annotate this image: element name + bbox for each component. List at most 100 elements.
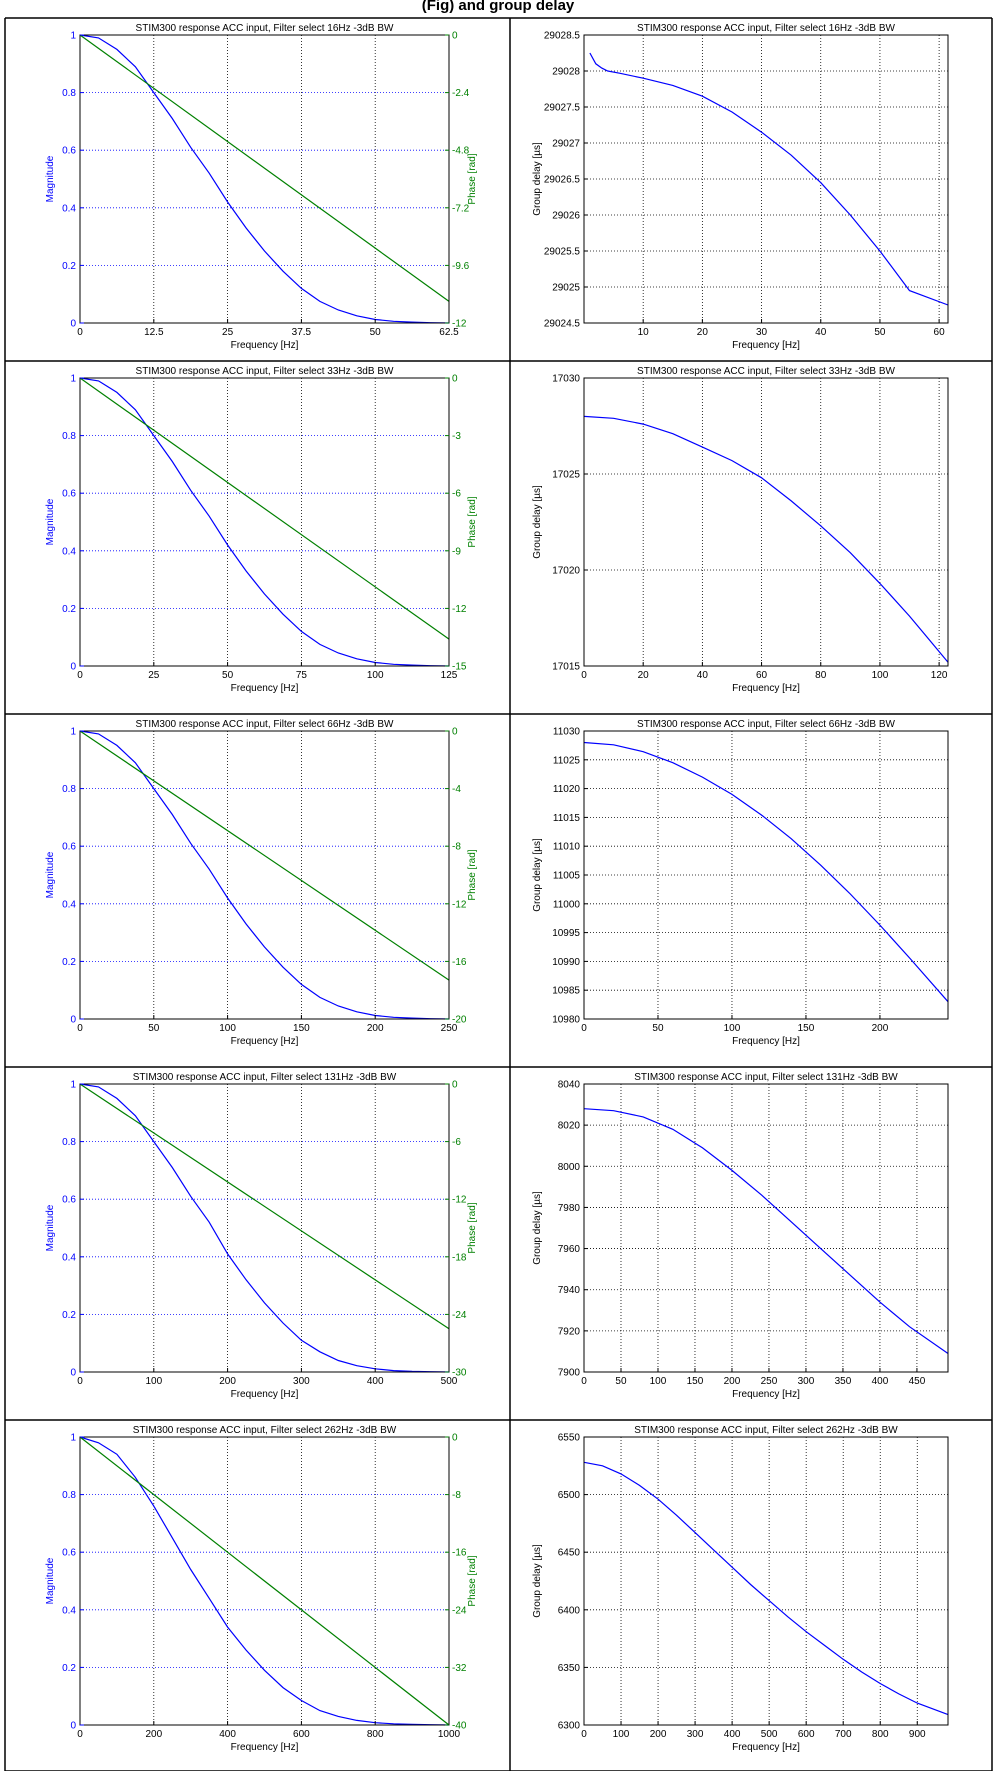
y-axis-label: Magnitude [45,498,56,545]
x-tick-label: 50 [148,1023,160,1034]
x-tick-label: 25 [222,327,234,338]
y2-tick-label: -4.8 [452,146,470,157]
y2-tick-label: -7.2 [452,203,470,214]
x-tick-label: 30 [756,327,768,338]
y2-tick-label: -40 [452,1721,467,1732]
y2-tick-label: 0 [452,374,458,385]
y-tick-label: 0 [70,1721,76,1732]
y-tick-label: 6500 [558,1490,581,1501]
y2-axis-label: Phase [rad] [467,1555,478,1606]
y-tick-label: 8040 [558,1080,581,1091]
y-tick-label: 17030 [552,374,580,385]
x-tick-label: 0 [581,1729,587,1740]
y-tick-label: 11010 [553,842,581,853]
y-tick-label: 0.4 [62,1605,76,1616]
y2-tick-label: -24 [452,1310,467,1321]
y-axis-label: Magnitude [45,155,56,202]
y-tick-label: 8020 [558,1121,581,1132]
y-axis-label: Magnitude [45,1557,56,1604]
chart-panel: STIM300 response ACC input, Filter selec… [532,1425,949,1753]
x-tick-label: 0 [581,1376,587,1387]
y-tick-label: 0.8 [62,88,76,99]
x-tick-label: 300 [293,1376,310,1387]
y-tick-label: 1 [70,1080,76,1091]
y2-tick-label: -12 [452,1195,467,1206]
y-tick-label: 0 [70,1015,76,1026]
x-tick-label: 100 [367,670,384,681]
x-tick-label: 100 [872,670,889,681]
x-tick-label: 800 [872,1729,889,1740]
x-tick-label: 800 [367,1729,384,1740]
y-tick-label: 0.8 [62,784,76,795]
phase-line [79,34,450,302]
x-tick-label: 200 [724,1376,741,1387]
y-tick-label: 6300 [558,1721,581,1732]
x-tick-label: 100 [145,1376,162,1387]
chart-title: STIM300 response ACC input, Filter selec… [634,1425,898,1436]
x-tick-label: 0 [581,670,587,681]
plot-frame [79,1083,450,1373]
y-tick-label: 0.2 [62,261,76,272]
y2-tick-label: 0 [452,1080,458,1091]
y2-axis-label: Phase [rad] [467,849,478,900]
y-tick-label: 29026.5 [544,175,581,186]
x-tick-label: 12.5 [144,327,164,338]
y-tick-label: 10980 [552,1015,580,1026]
plot-area [584,1084,948,1372]
y-tick-label: 29028 [552,67,580,78]
plot-frame [583,1083,949,1373]
y2-tick-label: -32 [452,1663,467,1674]
x-tick-label: 400 [872,1376,889,1387]
x-axis-label: Frequency [Hz] [231,340,299,351]
y-tick-label: 0 [70,319,76,330]
x-tick-label: 250 [441,1023,458,1034]
y-tick-label: 29027 [552,139,580,150]
chart-title: STIM300 response ACC input, Filter selec… [133,1425,397,1436]
x-axis-label: Frequency [Hz] [231,1389,299,1400]
y2-tick-label: -9.6 [452,261,470,272]
x-tick-label: 50 [652,1023,664,1034]
x-tick-label: 200 [872,1023,889,1034]
x-tick-label: 100 [724,1023,741,1034]
phase-line [79,1083,450,1330]
x-axis-label: Frequency [Hz] [732,340,800,351]
x-tick-label: 0 [77,1729,83,1740]
x-tick-label: 37.5 [292,327,312,338]
chart-title: STIM300 response ACC input, Filter selec… [133,1072,397,1083]
x-tick-label: 600 [798,1729,815,1740]
y2-tick-label: -12 [452,319,467,330]
x-tick-label: 100 [219,1023,236,1034]
x-tick-label: 20 [638,670,650,681]
x-tick-label: 700 [835,1729,852,1740]
group-delay-line [583,415,949,663]
x-tick-label: 500 [441,1376,458,1387]
magnitude-line [79,34,450,324]
x-tick-label: 0 [77,327,83,338]
plot-frame [583,1436,949,1726]
y-axis-label: Group delay [µs] [532,485,543,559]
y2-tick-label: 0 [452,31,458,42]
y-tick-label: 0.2 [62,1310,76,1321]
x-tick-label: 0 [77,1023,83,1034]
y-tick-label: 0.4 [62,546,76,557]
y-tick-label: 0.4 [62,203,76,214]
plot-frame [79,34,450,324]
y-tick-label: 29024.5 [544,319,581,330]
x-tick-label: 250 [761,1376,778,1387]
x-tick-label: 120 [931,670,948,681]
x-tick-label: 0 [77,1376,83,1387]
x-tick-label: 600 [293,1729,310,1740]
x-axis-label: Frequency [Hz] [732,1036,800,1047]
x-tick-label: 0 [77,670,83,681]
y-tick-label: 0.4 [62,1252,76,1263]
y-tick-label: 1 [70,374,76,385]
plot-frame [583,377,949,667]
y-tick-label: 29027.5 [544,103,581,114]
x-tick-label: 400 [367,1376,384,1387]
y-tick-label: 0.2 [62,1663,76,1674]
y-tick-label: 0.8 [62,1137,76,1148]
y-tick-label: 7960 [558,1244,581,1255]
page-title: (Fig) and group delay [422,0,575,14]
x-tick-label: 200 [145,1729,162,1740]
y2-tick-label: -12 [452,899,467,910]
